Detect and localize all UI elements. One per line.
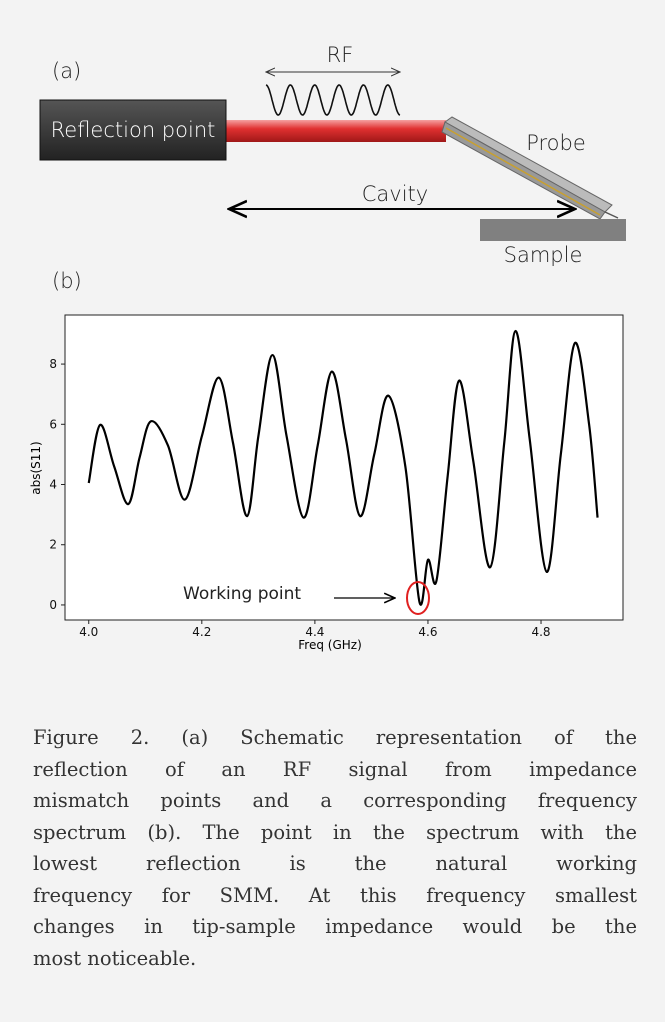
panel-label: (b) bbox=[52, 269, 82, 293]
rf-label: RF bbox=[327, 43, 354, 67]
caption-line: mismatch points and a corresponding freq… bbox=[33, 789, 637, 812]
reflection-label: Reflection point bbox=[51, 118, 216, 142]
x-tick-label: 4.0 bbox=[79, 625, 98, 639]
cable bbox=[226, 120, 446, 142]
rf-wave bbox=[265, 84, 401, 116]
y-tick-label: 4 bbox=[49, 478, 57, 492]
caption-line: spectrum (b). The point in the spectrum … bbox=[33, 820, 637, 844]
spectrum-line bbox=[87, 329, 599, 606]
x-tick-label: 4.4 bbox=[305, 625, 324, 639]
y-tick-label: 6 bbox=[49, 417, 57, 431]
caption-line: lowest reflection is the natural working bbox=[33, 852, 637, 875]
caption: Figure 2. (a) Schematic representation o… bbox=[33, 722, 637, 974]
working-point-circle bbox=[406, 581, 430, 615]
caption-line: changes in tip-sample impedance would be… bbox=[33, 915, 637, 938]
reflection-box bbox=[39, 99, 227, 161]
probe-tip bbox=[604, 211, 619, 219]
x-tick-label: 4.8 bbox=[531, 625, 550, 639]
caption-line: Figure 2. (a) Schematic representation o… bbox=[33, 726, 637, 749]
caption-line: frequency for SMM. At this frequency sma… bbox=[33, 883, 637, 907]
y-tick-label: 0 bbox=[49, 598, 57, 612]
caption-line: reflection of an RF signal from impedanc… bbox=[33, 757, 637, 781]
annotation: Working point bbox=[183, 584, 301, 604]
y-axis-label: abs(S11) bbox=[29, 441, 43, 494]
cavity-label: Cavity bbox=[362, 182, 428, 206]
caption-line: most noticeable. bbox=[33, 946, 197, 970]
figure: (a) RF Reflection point Probe Cavity Sam… bbox=[29, 43, 626, 652]
probe-label: Probe bbox=[526, 131, 586, 155]
plot-area bbox=[64, 314, 624, 621]
x-axis-label: Freq (GHz) bbox=[298, 638, 362, 652]
x-tick-label: 4.6 bbox=[418, 625, 437, 639]
y-tick-label: 8 bbox=[49, 357, 57, 371]
y-tick-label: 2 bbox=[49, 538, 57, 552]
sample-label: Sample bbox=[504, 243, 583, 267]
x-tick-label: 4.2 bbox=[192, 625, 211, 639]
sample-block bbox=[480, 219, 626, 241]
panel-label: (a) bbox=[52, 59, 81, 83]
